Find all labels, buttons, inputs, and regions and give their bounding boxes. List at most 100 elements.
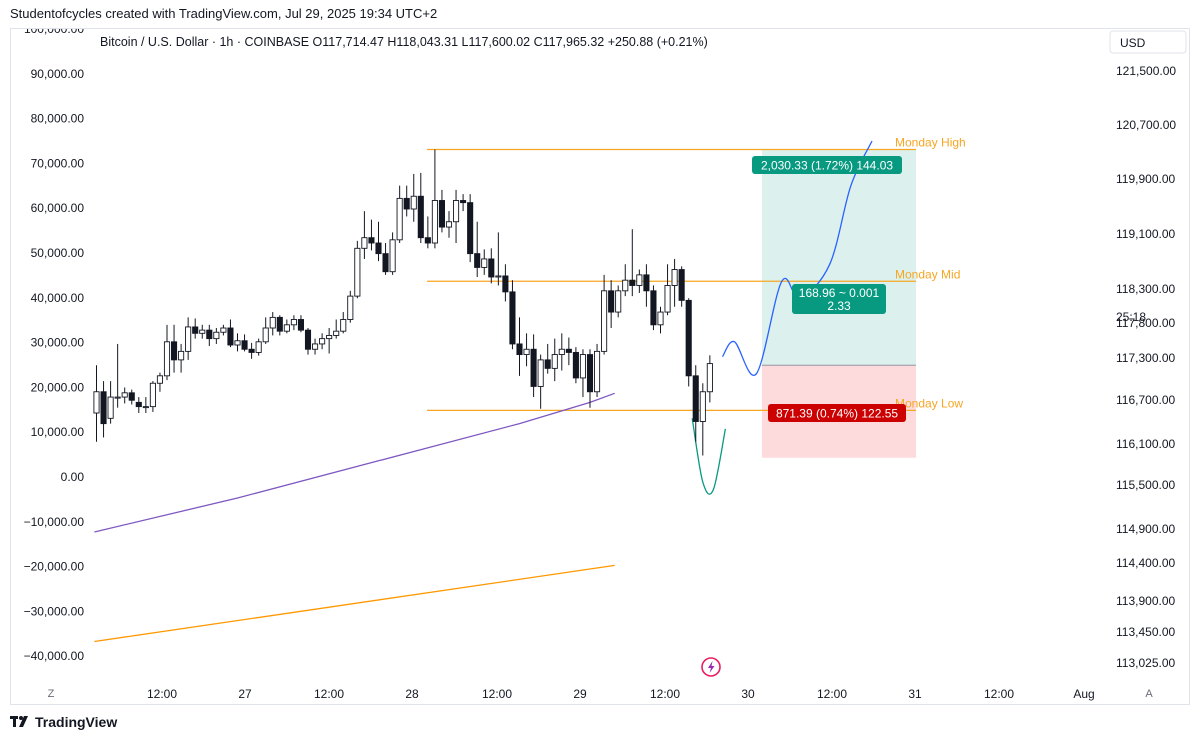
candle[interactable] <box>326 328 333 354</box>
candle[interactable] <box>304 328 312 355</box>
candle[interactable] <box>544 343 551 374</box>
candle[interactable] <box>227 319 234 348</box>
candle[interactable] <box>206 324 213 347</box>
candle[interactable] <box>664 264 671 316</box>
candle[interactable] <box>375 221 382 262</box>
candle[interactable] <box>615 285 622 318</box>
candle[interactable] <box>488 248 495 284</box>
candle[interactable] <box>523 333 530 367</box>
candle[interactable] <box>389 232 396 275</box>
candle[interactable] <box>319 333 326 350</box>
candle[interactable] <box>502 264 509 302</box>
candle[interactable] <box>460 194 467 212</box>
position-target-label[interactable]: 2,030.33 (1.72%) 144.03 <box>752 156 902 174</box>
candle[interactable] <box>678 266 685 307</box>
candle[interactable] <box>650 285 657 331</box>
candle[interactable] <box>312 338 319 355</box>
candle[interactable] <box>474 221 481 277</box>
candle[interactable] <box>234 333 241 352</box>
candle[interactable] <box>629 229 636 297</box>
candle[interactable] <box>185 317 192 360</box>
candle[interactable] <box>192 318 199 339</box>
candle[interactable] <box>692 365 699 442</box>
candle[interactable] <box>255 338 262 356</box>
projection-curve-down[interactable] <box>691 418 727 495</box>
candle[interactable] <box>276 315 283 336</box>
position-target-zone[interactable] <box>762 149 916 366</box>
candle[interactable] <box>297 315 305 333</box>
candle[interactable] <box>438 189 446 233</box>
auto-scale-button[interactable]: A <box>1141 685 1157 701</box>
candle[interactable] <box>361 211 368 259</box>
candle[interactable] <box>622 264 629 297</box>
candle[interactable] <box>537 354 544 409</box>
candle[interactable] <box>530 334 537 398</box>
candle[interactable] <box>481 249 488 275</box>
timezone-button[interactable]: Z <box>43 685 59 701</box>
chart-svg[interactable]: Monday High Monday Mid Monday Low 2,030.33 … <box>11 29 1191 706</box>
projection-curve-up[interactable] <box>721 140 873 376</box>
candle[interactable] <box>586 349 594 408</box>
ema-line[interactable] <box>94 392 615 533</box>
candle[interactable] <box>453 189 460 243</box>
candle[interactable] <box>347 290 354 323</box>
candle[interactable] <box>579 349 586 398</box>
candle[interactable] <box>163 324 171 381</box>
candle[interactable] <box>382 243 389 275</box>
candle[interactable] <box>170 324 178 373</box>
candle[interactable] <box>213 328 220 344</box>
candle[interactable] <box>220 324 227 336</box>
candle[interactable] <box>445 211 453 238</box>
candle[interactable] <box>149 381 156 412</box>
candle[interactable] <box>601 274 608 355</box>
candle[interactable] <box>178 343 185 373</box>
candle[interactable] <box>93 365 100 442</box>
candle[interactable] <box>396 185 403 243</box>
candle[interactable] <box>199 324 206 339</box>
candle[interactable] <box>699 383 706 456</box>
candle[interactable] <box>671 258 678 307</box>
candle[interactable] <box>551 338 558 382</box>
candle[interactable] <box>135 397 142 413</box>
candle[interactable] <box>107 381 114 424</box>
candle[interactable] <box>156 372 164 392</box>
candle[interactable] <box>495 232 502 286</box>
chart-frame[interactable]: Monday High Monday Mid Monday Low 2,030.33 … <box>10 28 1190 705</box>
candle[interactable] <box>269 312 276 336</box>
candle[interactable] <box>636 269 643 293</box>
lightning-icon[interactable] <box>701 657 721 677</box>
candle[interactable] <box>121 387 128 404</box>
candle[interactable] <box>608 280 615 328</box>
candle[interactable] <box>403 185 410 217</box>
position-stop-label[interactable]: 871.39 (0.74%) 122.55 <box>768 404 906 422</box>
candle[interactable] <box>283 319 290 334</box>
candle[interactable] <box>467 194 474 263</box>
candle[interactable] <box>594 343 601 398</box>
candle[interactable] <box>706 355 713 403</box>
candle[interactable] <box>354 240 361 299</box>
candle[interactable] <box>516 317 523 376</box>
candle[interactable] <box>572 347 579 384</box>
candle[interactable] <box>431 149 438 249</box>
candle[interactable] <box>290 315 297 331</box>
candle[interactable] <box>565 337 572 366</box>
candle[interactable] <box>685 298 692 387</box>
candle[interactable] <box>333 319 340 339</box>
candle[interactable] <box>424 216 431 249</box>
candle[interactable] <box>417 172 424 243</box>
candle[interactable] <box>509 280 516 350</box>
candle[interactable] <box>262 317 269 344</box>
candle[interactable] <box>368 219 375 251</box>
candle[interactable] <box>657 306 664 334</box>
candle[interactable] <box>340 312 347 334</box>
candle[interactable] <box>241 334 248 352</box>
candle[interactable] <box>558 333 565 371</box>
candle[interactable] <box>114 343 121 408</box>
candle[interactable] <box>128 389 135 405</box>
candle[interactable] <box>410 173 417 222</box>
currency-selector[interactable]: USD <box>1109 30 1187 54</box>
left-axis-line[interactable] <box>94 564 615 643</box>
candle[interactable] <box>100 381 107 438</box>
candle[interactable] <box>643 264 650 307</box>
